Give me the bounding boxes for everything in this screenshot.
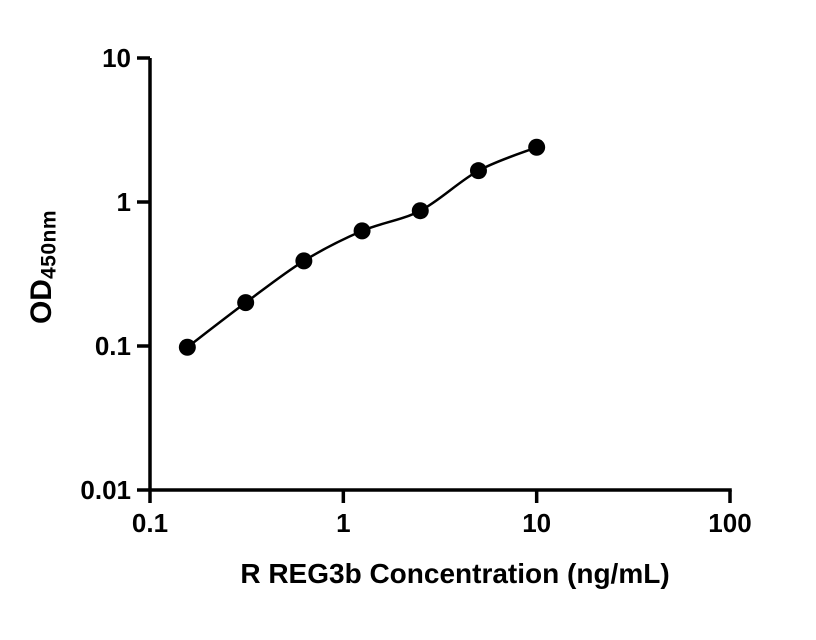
y-tick-label: 0.1 — [95, 331, 131, 361]
data-point-marker — [237, 294, 255, 312]
x-tick-label: 10 — [522, 508, 551, 538]
data-point-marker — [178, 338, 196, 356]
y-tick-label: 10 — [102, 43, 131, 73]
data-point-marker — [528, 138, 546, 156]
y-tick-label: 1 — [117, 187, 131, 217]
x-tick-label: 0.1 — [132, 508, 168, 538]
x-axis-title: R REG3b Concentration (ng/mL) — [240, 558, 670, 589]
data-point-marker — [411, 202, 429, 220]
x-tick-label: 1 — [336, 508, 350, 538]
data-point-marker — [469, 162, 487, 180]
y-axis-title-main: OD — [25, 279, 58, 325]
y-tick-label: 0.01 — [80, 475, 131, 505]
y-axis-title-subscript: 450nm — [37, 209, 61, 280]
y-axis-title: OD450nm — [20, 137, 64, 397]
x-tick-label: 100 — [708, 508, 751, 538]
fit-line — [186, 146, 538, 349]
data-point-marker — [353, 222, 371, 240]
data-point-marker — [295, 252, 313, 270]
